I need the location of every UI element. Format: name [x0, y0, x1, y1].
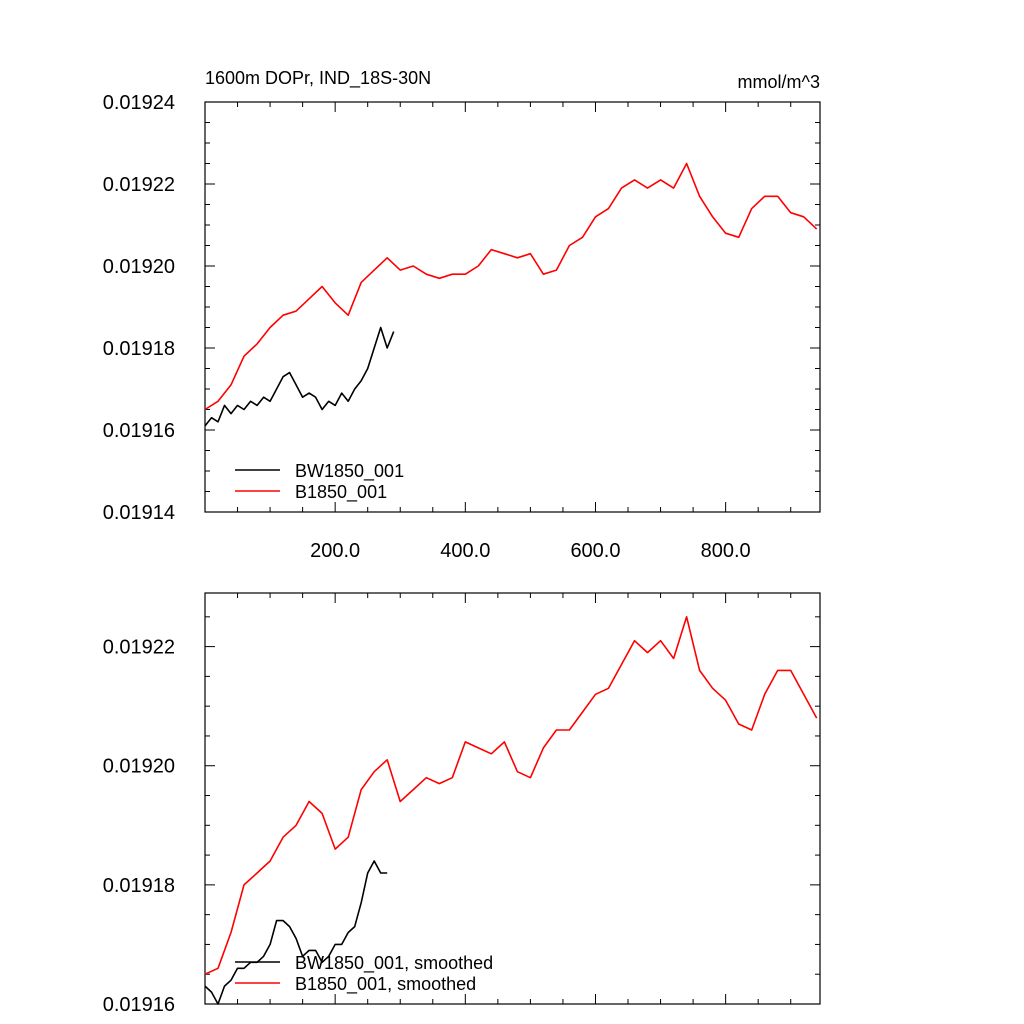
y-tick-label: 0.01920	[103, 756, 175, 778]
x-tick-label: 200.0	[310, 540, 360, 562]
series-line-bw1850-001-smoothed	[204, 860, 388, 1005]
chart-title: 1600m DOPr, IND_18S-30N	[205, 68, 431, 89]
y-tick-label: 0.01920	[103, 256, 175, 278]
plot-frame	[204, 592, 821, 1005]
legend-label: BW1850_001, smoothed	[295, 953, 493, 974]
legend-label: B1850_001	[295, 482, 387, 503]
legend-label: BW1850_001	[295, 461, 404, 482]
y-tick-label: 0.01918	[103, 875, 175, 897]
bottom-panel: 0.01916 0.01918 0.01920 0.01922 BW1850_001, …	[103, 592, 821, 1016]
y-tick-label: 0.01922	[103, 174, 175, 196]
x-tick-label: 400.0	[440, 540, 490, 562]
y-tick-label: 0.01914	[103, 502, 175, 524]
x-tick-label: 800.0	[701, 540, 751, 562]
x-tick-label: 600.0	[570, 540, 620, 562]
y-tick-label: 0.01916	[103, 994, 175, 1016]
y-tick-label: 0.01918	[103, 338, 175, 360]
plot-frame	[204, 101, 821, 513]
legend-label: B1850_001, smoothed	[295, 974, 476, 995]
y-tick-label: 0.01916	[103, 420, 175, 442]
y-tick-label: 0.01924	[103, 92, 175, 114]
top-panel: 1600m DOPr, IND_18S-30N mmol/m^3 200.0 400.…	[103, 68, 821, 562]
series-line-bw1850-001	[204, 326, 395, 427]
units-label: mmol/m^3	[738, 72, 820, 92]
series-line-b1850-001-smoothed	[204, 615, 818, 975]
y-tick-label: 0.01922	[103, 637, 175, 659]
series-line-b1850-001	[204, 162, 818, 411]
